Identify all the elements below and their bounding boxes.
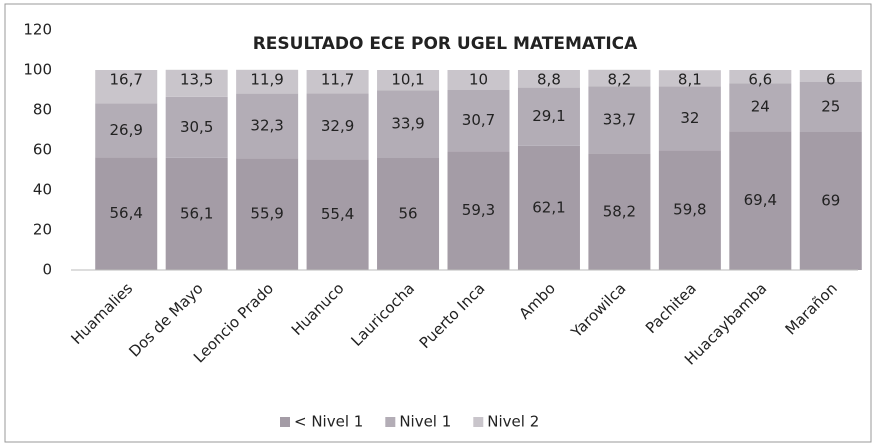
- data-label: 10: [469, 71, 488, 89]
- data-label: 6: [826, 71, 836, 89]
- bar-segment: [447, 151, 510, 270]
- data-label: 32: [680, 109, 699, 127]
- bar-segment: [377, 70, 440, 91]
- bar-segment: [517, 70, 580, 88]
- data-label: 55,9: [250, 205, 283, 223]
- bar-segment: [799, 82, 862, 132]
- legend-label: Nivel 1: [399, 413, 451, 431]
- bar-segment: [729, 70, 792, 84]
- y-tick-label: 40: [33, 181, 52, 199]
- data-label: 11,7: [321, 71, 354, 89]
- data-label: 30,7: [462, 111, 495, 129]
- bar-segment: [236, 93, 299, 159]
- data-label: 32,9: [321, 117, 354, 135]
- legend-swatch: [280, 417, 290, 427]
- data-label: 62,1: [532, 198, 565, 216]
- legend-swatch: [385, 417, 396, 427]
- bar-segment: [517, 87, 580, 146]
- data-label: 13,5: [180, 70, 213, 88]
- data-label: 8,1: [678, 71, 702, 89]
- bar-segment: [729, 83, 792, 132]
- bar-segment: [306, 159, 369, 270]
- bar-segment: [165, 69, 228, 97]
- data-label: 6,6: [748, 71, 772, 89]
- y-tick-label: 0: [42, 261, 52, 279]
- bar-segment: [517, 145, 580, 270]
- legend-swatch: [473, 417, 484, 427]
- bar-segment: [95, 70, 158, 104]
- legend-label: < Nivel 1: [294, 413, 363, 431]
- y-tick-label: 60: [33, 141, 52, 159]
- data-label: 55,4: [321, 205, 354, 223]
- bar-segment: [588, 153, 651, 270]
- bar-segment: [658, 150, 721, 270]
- data-label: 16,7: [110, 71, 143, 89]
- y-tick-label: 80: [33, 101, 52, 119]
- bar-segment: [236, 158, 299, 270]
- data-label: 56,4: [110, 204, 143, 222]
- bar-segment: [377, 158, 440, 270]
- data-label: 56: [398, 205, 417, 223]
- data-label: 69: [821, 192, 840, 210]
- bar-segment: [165, 157, 228, 270]
- data-label: 29,1: [532, 107, 565, 125]
- data-label: 8,2: [607, 70, 631, 88]
- data-label: 25: [821, 98, 840, 116]
- bar-segment: [306, 70, 369, 94]
- y-tick-label: 100: [23, 61, 52, 79]
- bar-segment: [95, 157, 158, 270]
- data-label: 24: [751, 98, 770, 116]
- data-label: 10,1: [391, 71, 424, 89]
- bar-segment: [447, 90, 510, 152]
- data-label: 8,8: [537, 71, 561, 89]
- data-label: 26,9: [110, 121, 143, 139]
- bar-segment: [306, 93, 369, 160]
- bar-segment: [799, 70, 862, 82]
- data-label: 69,4: [744, 191, 777, 209]
- bar-segment: [729, 131, 792, 270]
- data-label: 59,8: [673, 201, 706, 219]
- data-label: 33,7: [603, 110, 636, 128]
- data-label: 11,9: [250, 70, 283, 88]
- bar-segment: [588, 69, 651, 87]
- data-label: 59,3: [462, 201, 495, 219]
- data-label: 33,9: [391, 115, 424, 133]
- chart-title: RESULTADO ECE POR UGEL MATEMATICA: [253, 34, 638, 54]
- bar-segment: [799, 132, 862, 270]
- data-label: 32,3: [250, 116, 283, 134]
- data-label: 30,5: [180, 118, 213, 136]
- data-label: 58,2: [603, 202, 636, 220]
- y-tick-label: 120: [23, 21, 52, 39]
- bar-segment: [95, 103, 158, 158]
- bar-segment: [658, 70, 721, 87]
- bar-segment: [588, 86, 651, 154]
- bar-segment: [447, 70, 510, 90]
- y-tick-label: 20: [33, 221, 52, 239]
- bar-segment: [658, 86, 721, 151]
- bar-segment: [377, 90, 440, 158]
- legend-label: Nivel 2: [487, 413, 539, 431]
- data-label: 56,1: [180, 204, 213, 222]
- bar-segment: [236, 69, 299, 94]
- bar-segment: [165, 96, 228, 158]
